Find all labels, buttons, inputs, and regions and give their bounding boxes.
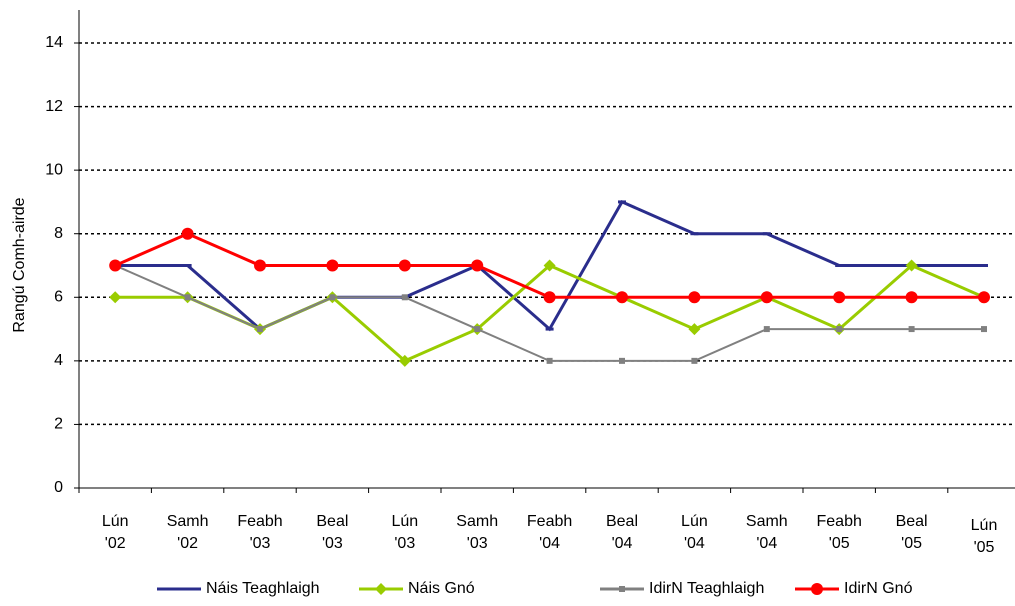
marker — [835, 264, 844, 267]
marker — [109, 259, 122, 272]
y-tick-label: 4 — [54, 352, 63, 369]
legend-label: Náis Gnó — [408, 580, 475, 597]
marker — [836, 326, 843, 333]
marker — [474, 326, 481, 333]
x-tick-label: Feabh '04 — [527, 513, 572, 552]
marker — [254, 259, 266, 272]
marker — [543, 291, 556, 304]
marker — [257, 326, 263, 333]
y-tick-label: 8 — [54, 225, 63, 242]
marker — [401, 294, 408, 301]
marker — [471, 259, 484, 272]
marker — [618, 200, 626, 204]
y-tick-label: 6 — [54, 289, 63, 306]
marker — [688, 323, 701, 336]
marker — [398, 354, 411, 367]
marker — [688, 291, 701, 304]
marker — [175, 587, 183, 591]
x-tick-label: Samh '02 — [167, 513, 209, 552]
marker — [691, 357, 698, 364]
legend-label: IdirN Gnó — [844, 580, 913, 597]
marker — [981, 326, 987, 333]
x-tick-label: Feabh '05 — [817, 513, 862, 552]
series — [109, 227, 990, 304]
marker — [329, 294, 336, 301]
series-line — [115, 263, 985, 363]
marker — [833, 291, 846, 304]
marker — [184, 294, 191, 301]
marker — [546, 357, 553, 364]
marker — [762, 232, 771, 236]
marker — [181, 227, 194, 240]
x-tick-label: Samh '04 — [746, 513, 788, 552]
series-line — [114, 264, 984, 362]
marker — [905, 291, 918, 304]
marker — [908, 326, 915, 333]
marker — [763, 326, 770, 333]
marker — [619, 586, 625, 592]
marker — [690, 232, 699, 236]
series — [112, 262, 987, 364]
x-tick-label: Lún '03 — [391, 513, 418, 552]
marker — [760, 291, 773, 304]
marker — [109, 291, 122, 304]
y-tick-label: 10 — [45, 161, 63, 178]
marker — [811, 583, 823, 595]
legend-label: Náis Teaghlaigh — [206, 580, 320, 597]
legend-label: IdirN Teaghlaigh — [649, 580, 764, 597]
y-tick-label: 12 — [45, 98, 63, 115]
marker — [183, 264, 192, 267]
marker — [398, 259, 411, 272]
x-tick-label: Beal '05 — [896, 513, 928, 552]
y-tick-label: 14 — [45, 34, 63, 51]
marker — [619, 357, 625, 364]
marker — [616, 291, 628, 304]
x-tick-label: Beal '04 — [606, 513, 638, 552]
marker — [980, 264, 988, 267]
marker — [978, 291, 990, 304]
marker — [543, 259, 556, 272]
x-tick-label: Lún '05 — [971, 517, 998, 556]
x-tick-label: Beal '03 — [316, 513, 348, 552]
marker — [375, 583, 387, 595]
marker — [905, 259, 918, 272]
y-tick-label: 0 — [54, 479, 63, 496]
x-tick-label: Feabh '03 — [237, 513, 282, 552]
y-tick-label: 2 — [54, 416, 63, 433]
x-tick-label: Lún '02 — [102, 513, 129, 552]
y-axis-label: Rangú Comh-airde — [11, 197, 28, 332]
marker — [545, 327, 554, 331]
x-tick-label: Samh '03 — [456, 513, 498, 552]
x-tick-label: Lún '04 — [681, 513, 708, 552]
marker — [326, 259, 339, 272]
